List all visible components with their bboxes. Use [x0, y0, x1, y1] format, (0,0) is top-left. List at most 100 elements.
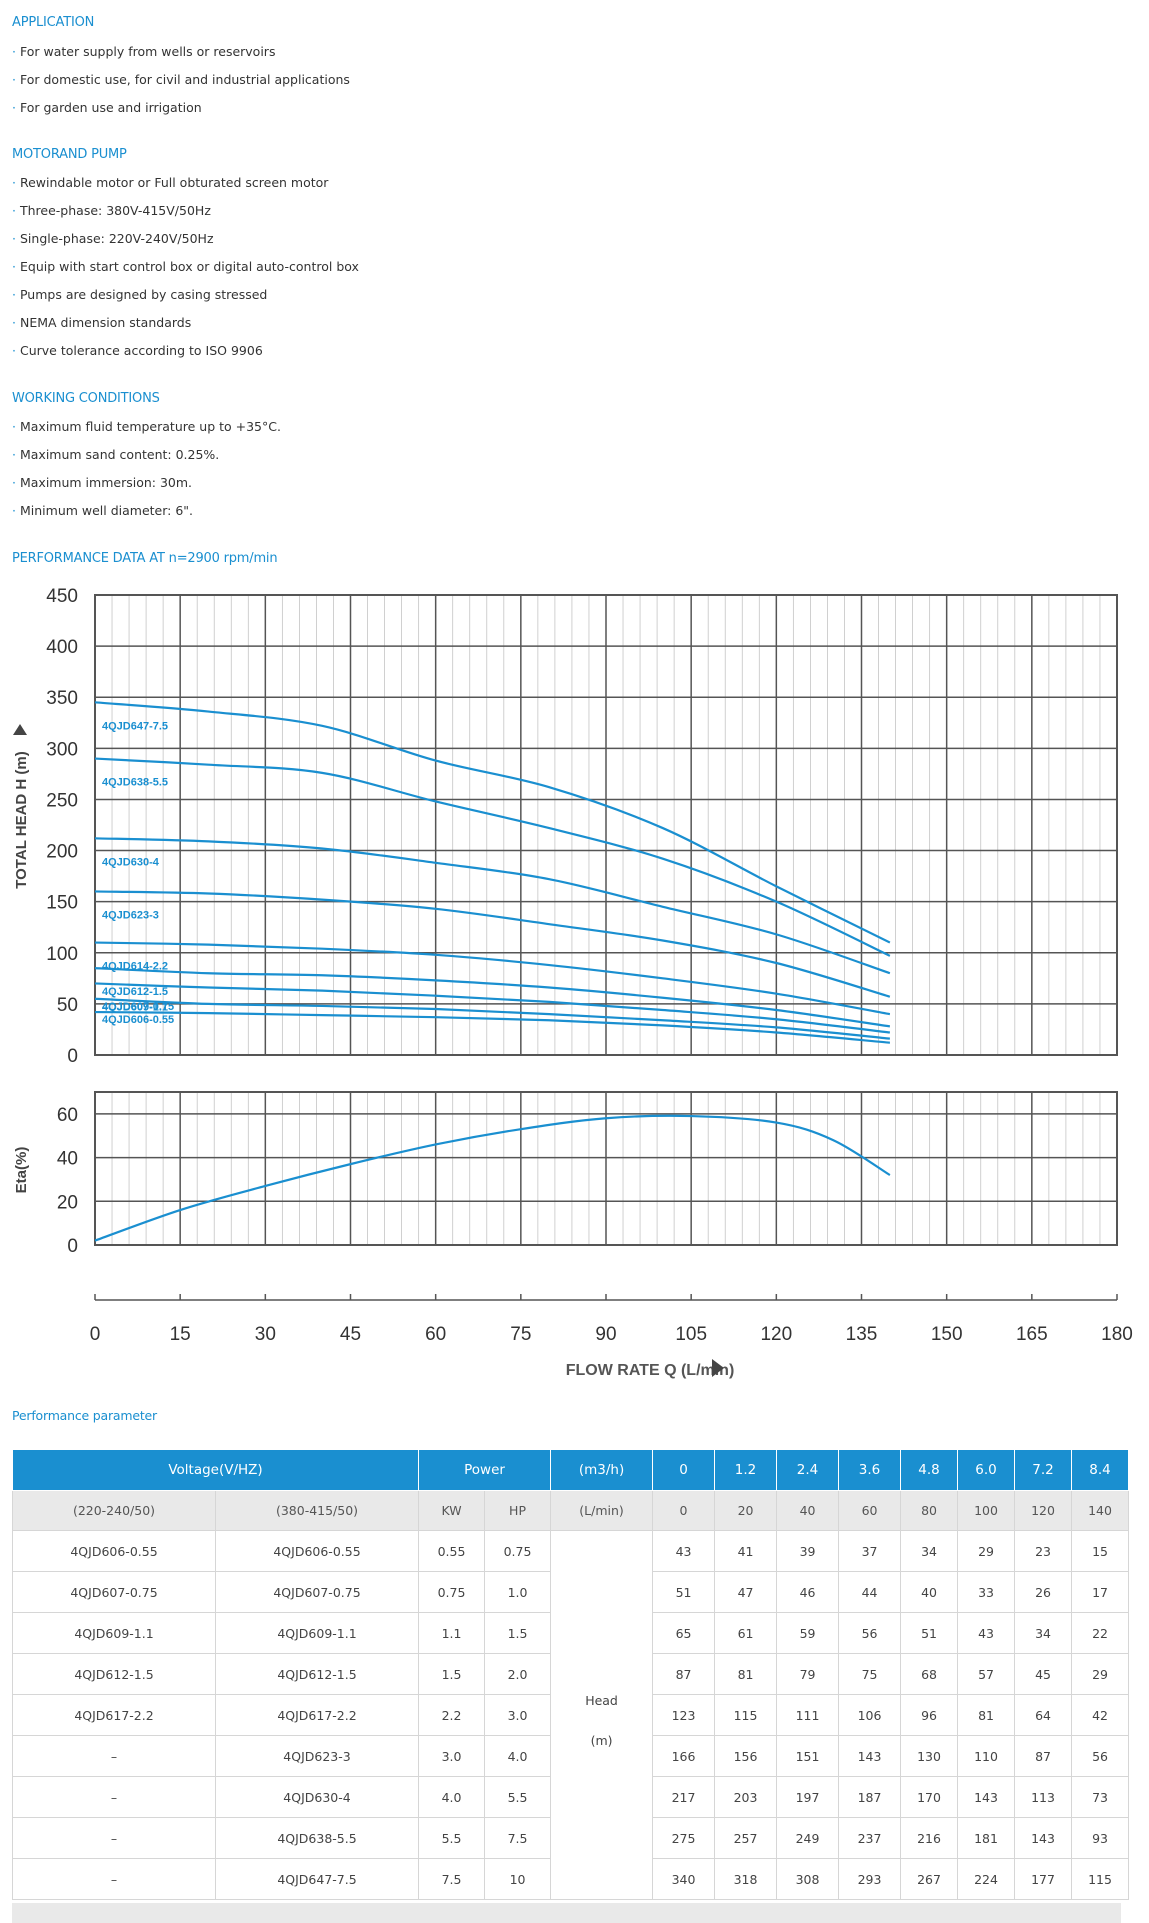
curve-4qjd647-7.5 [94, 701, 891, 944]
cell-kw: 0.55 [418, 1530, 486, 1572]
curve-4qjd614-2.2 [94, 941, 891, 1016]
cell-kw: 0.75 [418, 1571, 486, 1613]
table-footer [12, 1903, 1121, 1923]
table-row: –4QJD638-5.5 5.5 7.5 275 257 249 237 216 181 143 9… [12, 1817, 1130, 1859]
head-unit: (m) [590, 1733, 613, 1748]
arrow-right-icon [712, 1359, 724, 1377]
cell-head-value: 187 [838, 1776, 902, 1818]
x-tick-label: 180 [1101, 1324, 1133, 1345]
series-label: 4QJD638-5.5 [102, 777, 168, 789]
eta-axis-label: Eta(%) [13, 1147, 30, 1194]
performance-title: PERFORMANCE DATA AT n=2900 rpm/min [12, 551, 278, 566]
bullet-dot: · [12, 72, 16, 87]
bullet-dot: · [12, 203, 16, 218]
cell-head-value: 113 [1014, 1776, 1073, 1818]
bullet-item: · Minimum well diameter: 6". [12, 503, 193, 518]
cell-model-single: – [12, 1735, 216, 1777]
cell-head-value: 106 [838, 1694, 902, 1736]
bullet-text: Pumps are designed by casing stressed [19, 287, 268, 302]
head-label: Head [585, 1693, 618, 1708]
bullet-dot: · [12, 231, 16, 246]
cell-head-value: 51 [900, 1612, 959, 1654]
header-flow-lmin: 60 [838, 1490, 902, 1531]
cell-head-value: 308 [776, 1858, 840, 1900]
cell-hp: 0.75 [484, 1530, 552, 1572]
cell-model-single: 4QJD609-1.1 [12, 1612, 216, 1654]
header-flow-lmin: 40 [776, 1490, 840, 1531]
cell-head-value: 51 [652, 1571, 716, 1613]
cell-head-value: 267 [900, 1858, 959, 1900]
cell-hp: 5.5 [484, 1776, 552, 1818]
x-tick-label: 135 [846, 1324, 878, 1345]
header-flow-m3h: 4.8 [900, 1449, 959, 1491]
header-three-phase: (380-415/50) [214, 1490, 420, 1531]
cell-head-value: 15 [1071, 1530, 1130, 1572]
cell-head-value: 123 [652, 1694, 716, 1736]
x-tick-label: 0 [90, 1324, 101, 1345]
cell-head-value: 34 [1014, 1612, 1073, 1654]
header-flow-lmin: 0 [652, 1490, 716, 1531]
curve-4qjd606-0.55 [94, 1010, 890, 1044]
y-tick-label: 350 [46, 688, 78, 709]
section-title: MOTORAND PUMP [12, 147, 127, 162]
table-row: –4QJD630-4 4.0 5.5 217 203 197 187 170 143 113 73 [12, 1776, 1130, 1818]
cell-head-value: 34 [900, 1530, 959, 1572]
cell-head-value: 249 [776, 1817, 840, 1859]
table-row: –4QJD647-7.5 7.5 10 340 318 308 293 267 224 177 11… [12, 1858, 1130, 1900]
cell-head-value: 87 [1014, 1735, 1073, 1777]
header-unit-m3h: (m3/h) [550, 1449, 654, 1491]
bullet-dot: · [12, 44, 16, 59]
cell-head-value: 257 [714, 1817, 778, 1859]
cell-head-value: 23 [1014, 1530, 1073, 1572]
bullet-text: Three-phase: 380V-415V/50Hz [19, 203, 211, 218]
curve-eta [94, 1114, 891, 1242]
cell-head-value: 43 [652, 1530, 716, 1572]
cell-head-value: 17 [1071, 1571, 1130, 1613]
series-label: 4QJD647-7.5 [102, 720, 168, 732]
x-tick-label: 75 [510, 1324, 531, 1345]
cell-head-value: 275 [652, 1817, 716, 1859]
x-tick-label: 60 [425, 1324, 446, 1345]
y-tick-label: 450 [46, 586, 78, 607]
header-kw: KW [418, 1490, 486, 1531]
y-tick-label: 100 [46, 944, 78, 965]
cell-hp: 1.5 [484, 1612, 552, 1654]
cell-head-value: 151 [776, 1735, 840, 1777]
bullet-dot: · [12, 259, 16, 274]
y-tick-label: 40 [57, 1149, 78, 1170]
bullet-item: · For water supply from wells or reservoi… [12, 44, 275, 59]
cell-head-value: 166 [652, 1735, 716, 1777]
y-tick-label: 0 [67, 1236, 78, 1257]
cell-head-value: 237 [838, 1817, 902, 1859]
x-tick-label: 165 [1016, 1324, 1048, 1345]
bullet-text: Equip with start control box or digital … [19, 259, 359, 274]
bullet-text: Minimum well diameter: 6". [19, 503, 194, 518]
cell-kw: 7.5 [418, 1858, 486, 1900]
header-flow-lmin: 140 [1071, 1490, 1130, 1531]
cell-model-three: 4QJD609-1.1 [214, 1612, 420, 1654]
bullet-dot: · [12, 419, 16, 434]
cell-kw: 1.1 [418, 1612, 486, 1654]
x-tick-label: 90 [595, 1324, 616, 1345]
cell-head-value: 41 [714, 1530, 778, 1572]
curve-4qjd623-3 [94, 890, 891, 998]
bullet-item: · Maximum sand content: 0.25%. [12, 447, 219, 462]
performance-table: Voltage(V/HZ) Power (m3/h) 0 1.2 2.4 3.6 4.8 6.0… [11, 1449, 1130, 1900]
y-tick-label: 50 [57, 995, 78, 1016]
cell-kw: 1.5 [418, 1653, 486, 1695]
series-label: 4QJD607-0.75 [102, 1001, 174, 1013]
cell-head-value: 61 [714, 1612, 778, 1654]
cell-head-value: 216 [900, 1817, 959, 1859]
cell-head-value: 33 [957, 1571, 1016, 1613]
cell-model-single: – [12, 1858, 216, 1900]
bullet-dot: · [12, 287, 16, 302]
curve-4qjd612-1.5 [94, 967, 891, 1028]
cell-head-value: 197 [776, 1776, 840, 1818]
bullet-text: NEMA dimension standards [19, 315, 192, 330]
series-label: 4QJD606-0.55 [102, 1014, 174, 1026]
cell-head-value: 73 [1071, 1776, 1130, 1818]
cell-model-three: 4QJD607-0.75 [214, 1571, 420, 1613]
cell-head-value: 93 [1071, 1817, 1130, 1859]
cell-head-value: 203 [714, 1776, 778, 1818]
cell-head-value: 42 [1071, 1694, 1130, 1736]
